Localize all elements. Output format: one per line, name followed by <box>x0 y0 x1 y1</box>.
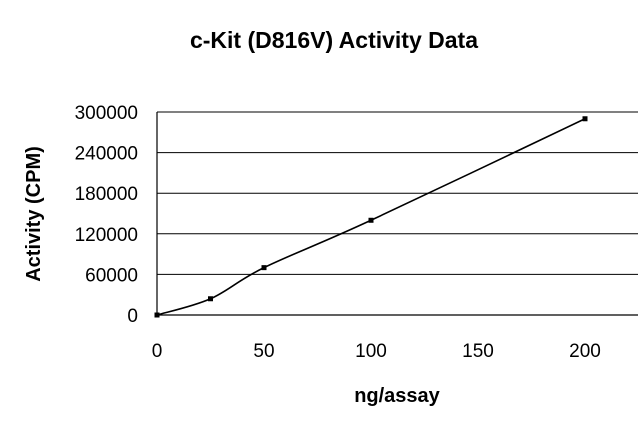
y-tick-labels: 0 60000 120000 180000 240000 300000 <box>75 103 138 327</box>
data-point-4 <box>582 116 588 122</box>
axes-layer <box>156 112 638 316</box>
data-point-2 <box>261 265 267 271</box>
data-point-3 <box>368 217 374 223</box>
data-point-1 <box>208 296 213 302</box>
x-tick-labels: 0 50 100 150 200 <box>152 341 601 362</box>
x-axis-label: ng/assay <box>354 385 440 407</box>
data-point-0 <box>154 312 160 318</box>
x-tick-label-3: 150 <box>462 341 494 362</box>
x-tick-label-2: 100 <box>355 341 387 362</box>
series-line-0 <box>156 118 586 316</box>
series-layer <box>154 116 588 318</box>
chart-title: c-Kit (D816V) Activity Data <box>190 27 478 53</box>
grid-layer <box>157 111 638 275</box>
y-tick-label-2: 120000 <box>75 225 138 246</box>
y-tick-label-0: 0 <box>127 306 138 327</box>
y-axis-label: Activity (CPM) <box>23 146 45 282</box>
y-tick-label-5: 300000 <box>75 103 138 124</box>
x-tick-label-4: 200 <box>569 341 601 362</box>
y-tick-label-4: 240000 <box>75 144 138 165</box>
y-tick-label-3: 180000 <box>75 184 138 205</box>
y-tick-label-1: 60000 <box>85 265 138 286</box>
x-tick-label-1: 50 <box>253 341 274 362</box>
x-tick-label-0: 0 <box>152 341 163 362</box>
